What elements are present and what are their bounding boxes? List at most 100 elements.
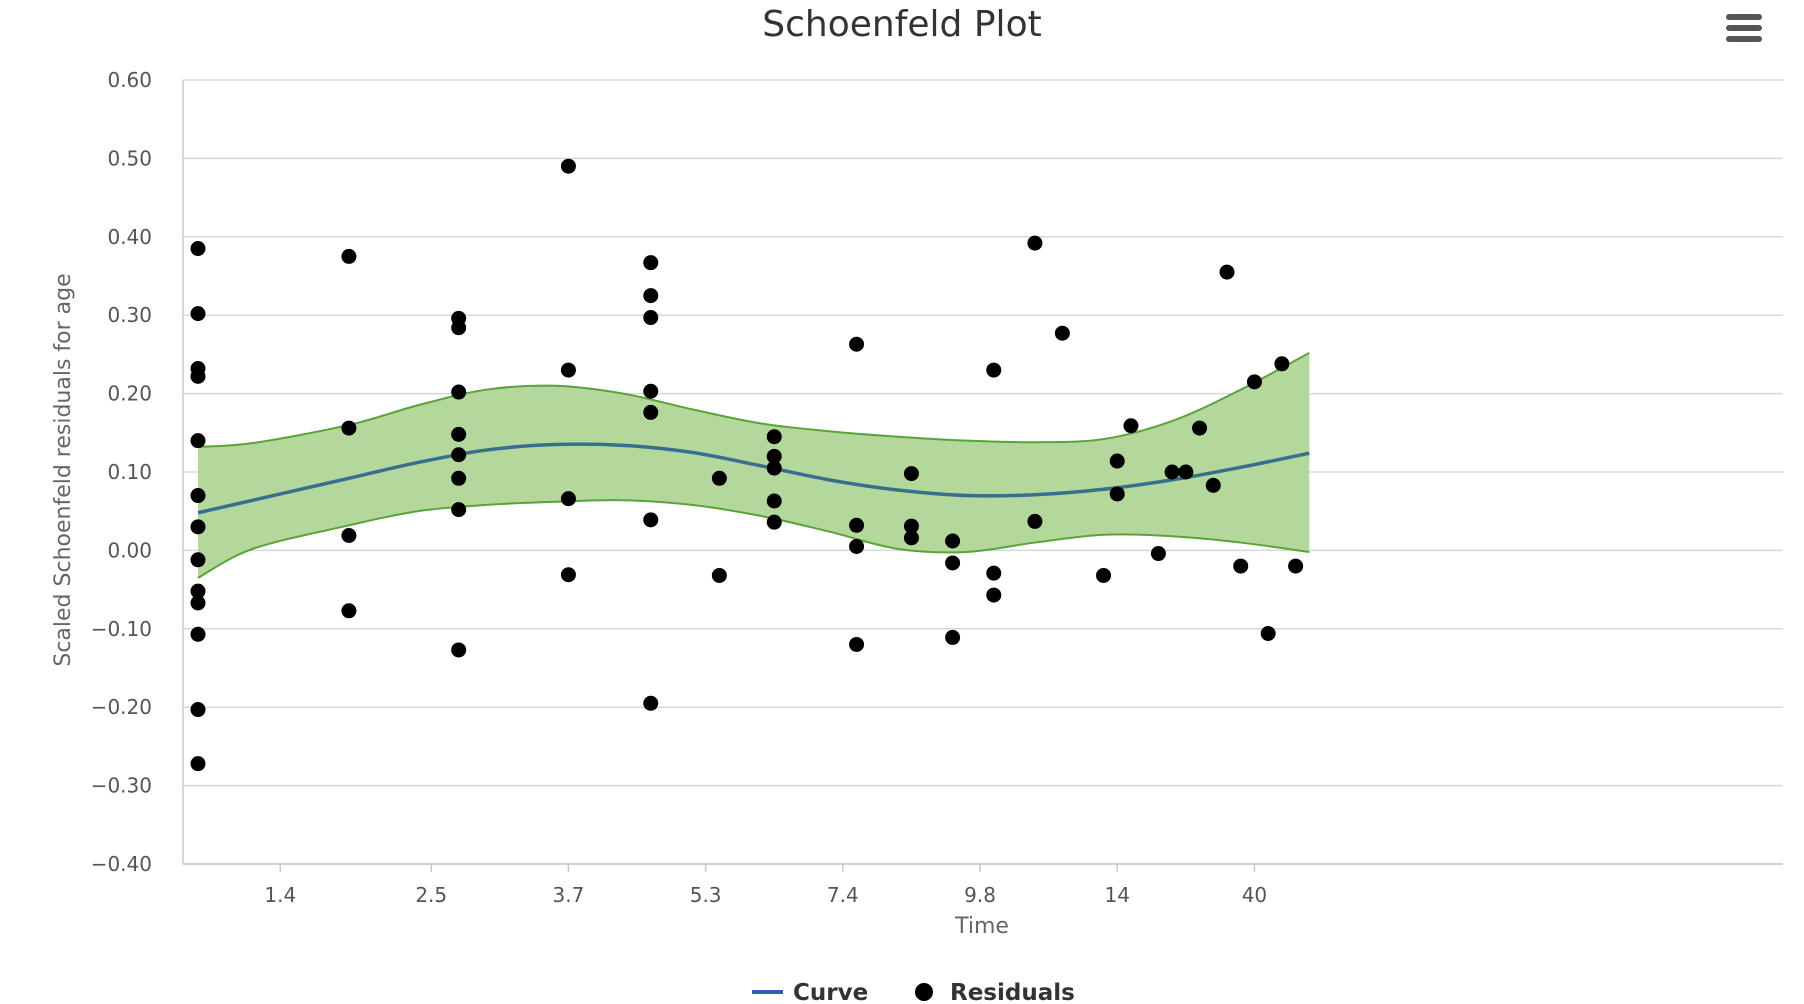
residual-point [190,626,206,642]
residual-point [849,336,865,352]
residual-point [1233,558,1249,574]
y-tick-label: 0.40 [107,225,152,249]
residual-point [903,530,919,546]
y-tick-label: 0.30 [107,303,152,327]
residual-point [643,404,659,420]
residual-point [190,702,206,718]
residual-point [451,384,467,400]
x-tick-label: 5.3 [690,883,722,907]
residual-point [1219,264,1235,280]
curve-line [197,442,1310,515]
residual-point [560,158,576,174]
residual-point [1096,567,1112,583]
band-upper-line [197,351,1310,448]
residual-point [451,447,467,463]
residual-point [451,426,467,442]
residual-point [766,493,782,509]
residual-point [766,448,782,464]
residual-point [986,362,1002,378]
y-tick-label: −0.30 [91,774,152,798]
legend: Curve Residuals [752,980,1075,1004]
residual-point [643,512,659,528]
residual-point [451,470,467,486]
residual-point [190,488,206,504]
curve-series [197,442,1310,515]
residual-point [1260,626,1276,642]
residual-point [986,587,1002,603]
legend-curve-label: Curve [793,980,868,1004]
residual-point [451,502,467,518]
x-tick-label: 2.5 [415,883,447,907]
residual-point [1109,486,1125,502]
residual-point [766,460,782,476]
chart-menu-button[interactable] [1722,14,1766,50]
residual-point [190,241,206,257]
residual-point [1150,546,1166,562]
menu-icon-bar [1726,36,1762,42]
residual-point [766,514,782,530]
y-tick-label: 0.00 [107,538,152,562]
residual-point [1054,325,1070,341]
residual-point [643,383,659,399]
residual-point [190,519,206,535]
legend-item-curve[interactable]: Curve [752,980,868,1004]
residual-point [341,603,357,619]
legend-residuals-label: Residuals [950,980,1075,1004]
residual-point [849,517,865,533]
residual-point [190,433,206,449]
residual-point [1027,235,1043,251]
residual-point [1274,356,1290,372]
residuals-series [190,158,1304,772]
residual-point [643,288,659,304]
residual-point [1027,513,1043,529]
y-tick-label: −0.20 [91,695,152,719]
band-lower-line [197,499,1310,579]
residual-point [986,565,1002,581]
residual-point [849,636,865,652]
x-axis-ticks: 1.4 2.5 3.7 5.3 7.4 9.8 14 40 [264,864,1267,907]
x-tick-label: 1.4 [264,883,296,907]
x-tick-label: 7.4 [827,883,859,907]
y-tick-label: 0.10 [107,460,152,484]
residual-point [711,470,727,486]
x-tick-label: 9.8 [964,883,996,907]
residual-point [341,420,357,436]
residual-point [341,248,357,264]
menu-icon-bar [1726,14,1762,20]
y-tick-label: −0.40 [91,852,152,876]
residual-point [190,756,206,772]
residual-point [451,642,467,658]
residual-point [190,595,206,611]
y-tick-label: 0.60 [107,68,152,92]
residual-point [766,429,782,445]
residual-point [945,555,961,571]
residual-point [1123,418,1139,434]
y-tick-label: 0.20 [107,382,152,406]
residual-point [903,466,919,482]
residual-point [903,518,919,534]
chart-title: Schoenfeld Plot [762,4,1041,45]
x-tick-label: 14 [1105,883,1130,907]
residual-point [1192,420,1208,436]
residual-point [190,583,206,599]
x-axis-title: Time [954,914,1009,939]
residual-point [1164,464,1180,480]
y-axis-title: Scaled Schoenfeld residuals for age [51,273,76,666]
residual-point [190,306,206,322]
legend-residuals-swatch [915,983,933,1001]
axes [182,80,1783,865]
residual-point [190,552,206,568]
residual-point [1109,453,1125,469]
residual-point [1288,558,1304,574]
residual-point [341,528,357,544]
legend-item-residuals[interactable]: Residuals [915,980,1075,1004]
y-tick-label: −0.10 [91,617,152,641]
y-tick-label: 0.50 [107,146,152,170]
residual-point [1178,464,1194,480]
residual-point [643,255,659,271]
menu-icon-bar [1726,25,1762,31]
residual-point [643,310,659,326]
residual-point [560,567,576,583]
y-axis-ticks: 0.60 0.50 0.40 0.30 0.20 0.10 0.00 −0.10 −0.20 −0… [91,68,152,876]
residual-point [945,629,961,645]
